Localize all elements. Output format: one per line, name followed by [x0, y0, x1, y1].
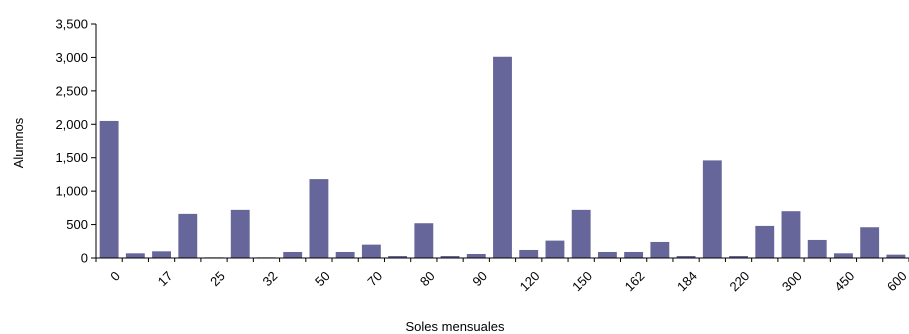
x-axis-title: Soles mensuales	[406, 319, 505, 334]
bar-2	[152, 251, 171, 258]
bar-22	[676, 255, 696, 258]
bar-27	[807, 239, 827, 258]
bar-21	[650, 241, 670, 258]
bar-18	[571, 209, 591, 258]
y-tick-label-0: 0	[81, 251, 88, 266]
bar-30	[886, 254, 906, 258]
bar-5	[230, 209, 250, 258]
y-tick-label-1: 500	[66, 217, 88, 232]
x-tick-label-7: 90	[469, 268, 490, 289]
x-tick-label-5: 70	[364, 268, 385, 289]
bar-20	[624, 251, 644, 258]
x-tick-label-4: 50	[312, 268, 333, 289]
axes-layer	[91, 23, 909, 262]
x-tick-label-13: 300	[779, 268, 805, 294]
x-tick-label-2: 25	[207, 268, 228, 289]
x-tick-label-0: 0	[107, 268, 123, 284]
bar-14	[466, 253, 486, 258]
bar-19	[597, 251, 617, 258]
bar-1	[125, 253, 145, 258]
bars-layer	[99, 56, 906, 259]
bar-28	[833, 253, 853, 258]
x-tick-label-11: 184	[674, 268, 700, 294]
x-tick-label-6: 80	[417, 268, 438, 289]
y-tick-label-2: 1,000	[55, 184, 88, 199]
bar-3	[178, 213, 198, 258]
x-tick-labels: 0 17 25 32 50 70 80 90 120 150 162 184 220 300 450 600	[107, 268, 909, 294]
x-tick-label-9: 150	[569, 268, 595, 294]
bar-7	[283, 251, 303, 258]
bar-12	[414, 223, 434, 258]
bar-29	[860, 227, 880, 258]
x-tick-label-1: 17	[155, 268, 176, 289]
bar-17	[545, 240, 565, 258]
x-tick-label-14: 450	[831, 268, 857, 294]
bar-15	[493, 56, 512, 259]
bar-26	[781, 211, 801, 258]
y-axis-title: Alumnos	[11, 117, 26, 168]
x-tick-label-8: 120	[517, 268, 543, 294]
y-tick-label-6: 3,000	[55, 50, 88, 65]
x-tick-label-12: 220	[726, 268, 752, 294]
y-tick-label-5: 2,500	[55, 83, 88, 98]
y-tick-label-4: 2,000	[55, 117, 88, 132]
bar-0	[99, 120, 119, 258]
x-tick-label-10: 162	[622, 268, 648, 294]
bar-8	[309, 179, 329, 258]
bar-13	[440, 255, 460, 258]
bar-16	[519, 249, 539, 258]
bar-11	[388, 255, 408, 258]
bar-25	[755, 225, 775, 258]
bar-23	[702, 160, 722, 258]
bar-10	[361, 244, 381, 258]
x-tick-label-15: 600	[884, 268, 909, 294]
x-tick-label-3: 32	[260, 268, 281, 289]
y-tick-label-3: 1,500	[55, 150, 88, 165]
y-tick-labels: 0 500 1,000 1,500 2,000 2,500 3,000 3,500	[55, 17, 88, 266]
bar-9	[335, 251, 355, 258]
bar-24	[729, 255, 748, 258]
y-tick-label-7: 3,500	[55, 17, 88, 32]
